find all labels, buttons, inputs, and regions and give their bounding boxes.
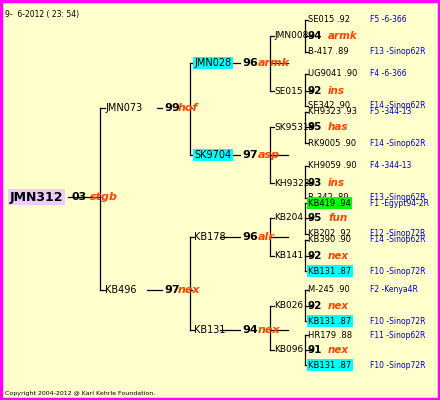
Text: M-245 .90: M-245 .90 <box>308 286 350 294</box>
Text: F10 -Sinop72R: F10 -Sinop72R <box>370 360 425 370</box>
Text: F2 -Kenya4R: F2 -Kenya4R <box>370 286 418 294</box>
Text: F5 -344-13: F5 -344-13 <box>370 108 411 116</box>
Text: asp: asp <box>258 150 280 160</box>
Text: F1 -Egypt94-2R: F1 -Egypt94-2R <box>370 198 429 208</box>
Text: F13 -Sinop62R: F13 -Sinop62R <box>370 194 425 202</box>
Text: JMN008: JMN008 <box>274 32 308 40</box>
Text: 03: 03 <box>72 192 87 202</box>
Text: 99: 99 <box>164 103 180 113</box>
Text: F5 -6-366: F5 -6-366 <box>370 16 407 24</box>
Text: alr: alr <box>258 232 275 242</box>
Text: 95: 95 <box>308 213 323 223</box>
Text: F4 -6-366: F4 -6-366 <box>370 70 407 78</box>
Text: 97: 97 <box>242 150 258 160</box>
Text: nex: nex <box>328 251 349 261</box>
Text: 9-  6-2012 ( 23: 54): 9- 6-2012 ( 23: 54) <box>5 10 79 19</box>
Text: KH9323: KH9323 <box>274 178 309 188</box>
Text: SE015 .92: SE015 .92 <box>308 16 350 24</box>
Text: 93: 93 <box>308 178 323 188</box>
Text: F14 -Sinop62R: F14 -Sinop62R <box>370 102 425 110</box>
Text: armk: armk <box>328 31 358 41</box>
Text: SE342 .90: SE342 .90 <box>308 102 350 110</box>
Text: 94: 94 <box>308 31 323 41</box>
Text: F14 -Sinop62R: F14 -Sinop62R <box>370 236 425 244</box>
Text: KB131 .87: KB131 .87 <box>308 360 351 370</box>
Text: KB496: KB496 <box>105 285 136 295</box>
Text: HR179 .88: HR179 .88 <box>308 330 352 340</box>
Text: 91: 91 <box>308 345 323 355</box>
Text: 96: 96 <box>242 232 258 242</box>
Text: SK95315: SK95315 <box>274 122 314 132</box>
Text: KB131 .87: KB131 .87 <box>308 316 351 326</box>
Text: stgb: stgb <box>90 192 118 202</box>
Text: KB390 .90: KB390 .90 <box>308 236 351 244</box>
Text: 92: 92 <box>308 251 323 261</box>
Text: SK9704: SK9704 <box>194 150 231 160</box>
Text: SE015: SE015 <box>274 86 303 96</box>
Text: F4 -344-13: F4 -344-13 <box>370 162 411 170</box>
Text: 94: 94 <box>242 325 258 335</box>
Text: F12 -Sinop72R: F12 -Sinop72R <box>370 230 425 238</box>
Text: KB419 .94: KB419 .94 <box>308 198 351 208</box>
Text: UG9041 .90: UG9041 .90 <box>308 70 357 78</box>
Text: hof: hof <box>178 103 198 113</box>
Text: has: has <box>328 122 348 132</box>
Text: B-417 .89: B-417 .89 <box>308 48 348 56</box>
Text: F14 -Sinop62R: F14 -Sinop62R <box>370 138 425 148</box>
Text: armk: armk <box>258 58 290 68</box>
Text: RK9005 .90: RK9005 .90 <box>308 138 356 148</box>
Text: nex: nex <box>328 345 349 355</box>
Text: KB141: KB141 <box>274 252 303 260</box>
Text: ins: ins <box>328 178 345 188</box>
Text: B-342 .89: B-342 .89 <box>308 194 348 202</box>
Text: nex: nex <box>328 301 349 311</box>
Text: nex: nex <box>178 285 201 295</box>
Text: KB202 .92: KB202 .92 <box>308 230 351 238</box>
Text: 97: 97 <box>164 285 180 295</box>
Text: 95: 95 <box>308 122 323 132</box>
Text: nex: nex <box>258 325 281 335</box>
Text: fun: fun <box>328 213 347 223</box>
Text: 96: 96 <box>242 58 258 68</box>
Text: KB131: KB131 <box>194 325 225 335</box>
Text: F10 -Sinop72R: F10 -Sinop72R <box>370 316 425 326</box>
Text: 92: 92 <box>308 86 323 96</box>
Text: KH9323 .93: KH9323 .93 <box>308 108 357 116</box>
Text: F11 -Sinop62R: F11 -Sinop62R <box>370 330 425 340</box>
Text: KB204: KB204 <box>274 214 303 222</box>
Text: 92: 92 <box>308 301 323 311</box>
Text: KB096: KB096 <box>274 346 303 354</box>
Text: KB026: KB026 <box>274 302 303 310</box>
Text: F10 -Sinop72R: F10 -Sinop72R <box>370 266 425 276</box>
Text: Copyright 2004-2012 @ Karl Kehrle Foundation.: Copyright 2004-2012 @ Karl Kehrle Founda… <box>5 391 155 396</box>
Text: F13 -Sinop62R: F13 -Sinop62R <box>370 48 425 56</box>
Text: JMN312: JMN312 <box>10 190 63 204</box>
Text: KB178: KB178 <box>194 232 226 242</box>
Text: JMN073: JMN073 <box>105 103 142 113</box>
Text: KB131 .87: KB131 .87 <box>308 266 351 276</box>
Text: ins: ins <box>328 86 345 96</box>
Text: JMN028: JMN028 <box>194 58 231 68</box>
Text: KH9059 .90: KH9059 .90 <box>308 162 357 170</box>
